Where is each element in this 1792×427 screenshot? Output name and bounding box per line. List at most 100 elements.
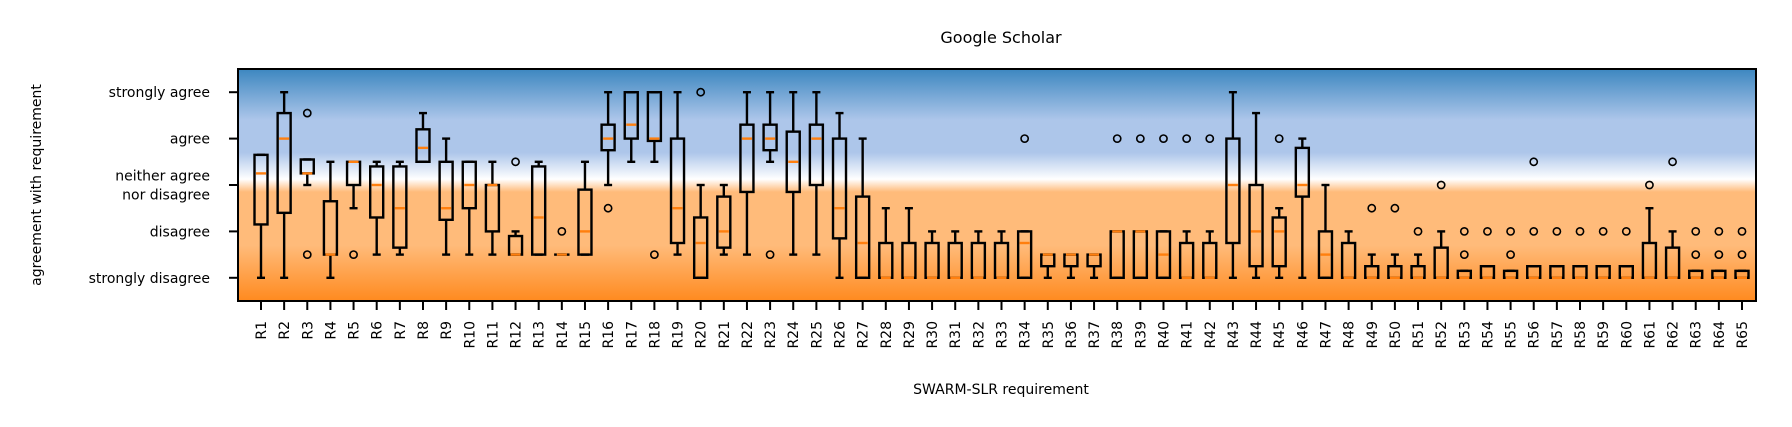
box-R9 xyxy=(438,137,454,256)
box-R20 xyxy=(692,87,709,279)
x-tick-label-R34: R34 xyxy=(1018,321,1034,349)
x-tick-label-R32: R32 xyxy=(971,321,987,349)
outlier-R56-1 xyxy=(1529,157,1539,167)
x-axis-label: SWARM-SLR requirement xyxy=(913,382,1089,398)
x-tick-label-R42: R42 xyxy=(1203,321,1219,349)
x-tick-label-R11: R11 xyxy=(485,321,501,349)
box-body-R17 xyxy=(623,90,639,140)
x-tick-label-R2: R2 xyxy=(277,321,293,340)
x-tick-label-R31: R31 xyxy=(948,321,964,349)
x-tick-label-R63: R63 xyxy=(1689,321,1705,349)
y-tick-label-3: agree xyxy=(170,132,210,148)
outlier-R38-0 xyxy=(1112,134,1122,143)
box-R37 xyxy=(1086,253,1102,279)
box-R44 xyxy=(1248,111,1264,279)
box-R3 xyxy=(299,108,315,259)
outlier-R62-0 xyxy=(1668,157,1677,167)
box-R32 xyxy=(970,230,987,279)
box-R56 xyxy=(1526,157,1542,280)
x-tick-label-R46: R46 xyxy=(1295,321,1311,349)
box-body-R10 xyxy=(461,160,477,210)
y-tick-label-2-0: neither agree xyxy=(115,169,210,185)
box-R21 xyxy=(716,183,732,256)
box-body-R23 xyxy=(762,123,778,152)
outlier-R14-0 xyxy=(557,226,567,236)
outlier-R16-0 xyxy=(603,203,613,213)
outlier-R12-0 xyxy=(511,157,520,167)
x-tick-label-R3: R3 xyxy=(300,321,316,340)
outlier-R55-1 xyxy=(1506,226,1515,236)
x-tick-label-R47: R47 xyxy=(1318,321,1334,349)
outlier-R18-0 xyxy=(649,250,659,259)
outlier-R58-0 xyxy=(1575,226,1585,236)
box-body-R26 xyxy=(831,137,848,240)
outlier-R61-0 xyxy=(1645,180,1654,190)
outlier-R53-1 xyxy=(1459,226,1469,236)
box-R12 xyxy=(507,157,524,256)
box-R34 xyxy=(1016,134,1033,279)
outlier-R40-0 xyxy=(1159,134,1168,143)
box-R59 xyxy=(1595,226,1611,280)
x-tick-label-R12: R12 xyxy=(509,321,525,349)
x-tick-label-R64: R64 xyxy=(1712,321,1728,349)
box-body-R19 xyxy=(669,137,686,245)
box-R63 xyxy=(1688,226,1704,279)
box-body-R22 xyxy=(739,123,755,194)
x-tick-label-R59: R59 xyxy=(1596,321,1612,349)
x-tick-label-R36: R36 xyxy=(1064,321,1080,349)
x-tick-label-R10: R10 xyxy=(462,321,478,349)
outlier-R3-1 xyxy=(302,250,312,259)
box-R5 xyxy=(345,160,362,259)
box-body-R15 xyxy=(577,188,593,256)
x-tick-label-R43: R43 xyxy=(1226,321,1242,349)
box-R26 xyxy=(831,111,848,279)
outlier-R41-0 xyxy=(1182,134,1192,143)
outlier-R63-0 xyxy=(1691,250,1701,259)
outlier-R5-0 xyxy=(349,250,358,259)
box-R10 xyxy=(461,160,477,256)
x-tick-label-R23: R23 xyxy=(763,321,779,349)
box-R13 xyxy=(530,160,547,256)
outlier-R45-0 xyxy=(1274,134,1284,143)
x-tick-label-R54: R54 xyxy=(1480,321,1496,349)
x-tick-label-R52: R52 xyxy=(1434,321,1450,349)
x-tick-label-R50: R50 xyxy=(1388,321,1404,349)
box-R38 xyxy=(1109,134,1125,279)
box-body-R44 xyxy=(1248,183,1264,268)
box-R45 xyxy=(1271,134,1287,279)
x-tick-label-R40: R40 xyxy=(1156,321,1172,349)
box-R52 xyxy=(1433,180,1449,279)
x-tick-label-R44: R44 xyxy=(1249,321,1265,349)
chart-title: Google Scholar xyxy=(940,28,1062,47)
box-body-R2 xyxy=(276,111,292,215)
box-body-R47 xyxy=(1317,230,1334,279)
boxes xyxy=(253,87,1750,280)
box-body-R7 xyxy=(392,165,408,249)
box-R65 xyxy=(1734,226,1750,279)
box-R50 xyxy=(1387,203,1403,280)
box-R8 xyxy=(415,111,431,164)
box-body-R43 xyxy=(1225,137,1241,245)
outlier-R60-0 xyxy=(1621,226,1631,236)
x-tick-label-R60: R60 xyxy=(1619,321,1635,349)
box-R1 xyxy=(253,153,269,279)
outlier-R49-0 xyxy=(1367,203,1377,213)
box-R15 xyxy=(577,160,593,256)
box-R6 xyxy=(369,160,385,256)
outlier-R42-0 xyxy=(1205,134,1215,143)
box-R61 xyxy=(1641,180,1658,279)
x-tick-label-R58: R58 xyxy=(1573,321,1589,349)
x-tick-label-R38: R38 xyxy=(1110,321,1126,349)
box-R25 xyxy=(808,90,825,256)
x-tick-label-R21: R21 xyxy=(717,321,733,349)
box-R60 xyxy=(1618,226,1634,280)
y-tick-label-1: disagree xyxy=(150,224,210,240)
x-tick-label-R8: R8 xyxy=(416,321,432,340)
box-body-R9 xyxy=(438,160,454,222)
outlier-R55-0 xyxy=(1506,250,1515,259)
box-R4 xyxy=(322,160,339,279)
x-tick-label-R6: R6 xyxy=(370,321,386,340)
box-body-R34 xyxy=(1016,230,1033,279)
x-tick-label-R39: R39 xyxy=(1133,321,1149,349)
